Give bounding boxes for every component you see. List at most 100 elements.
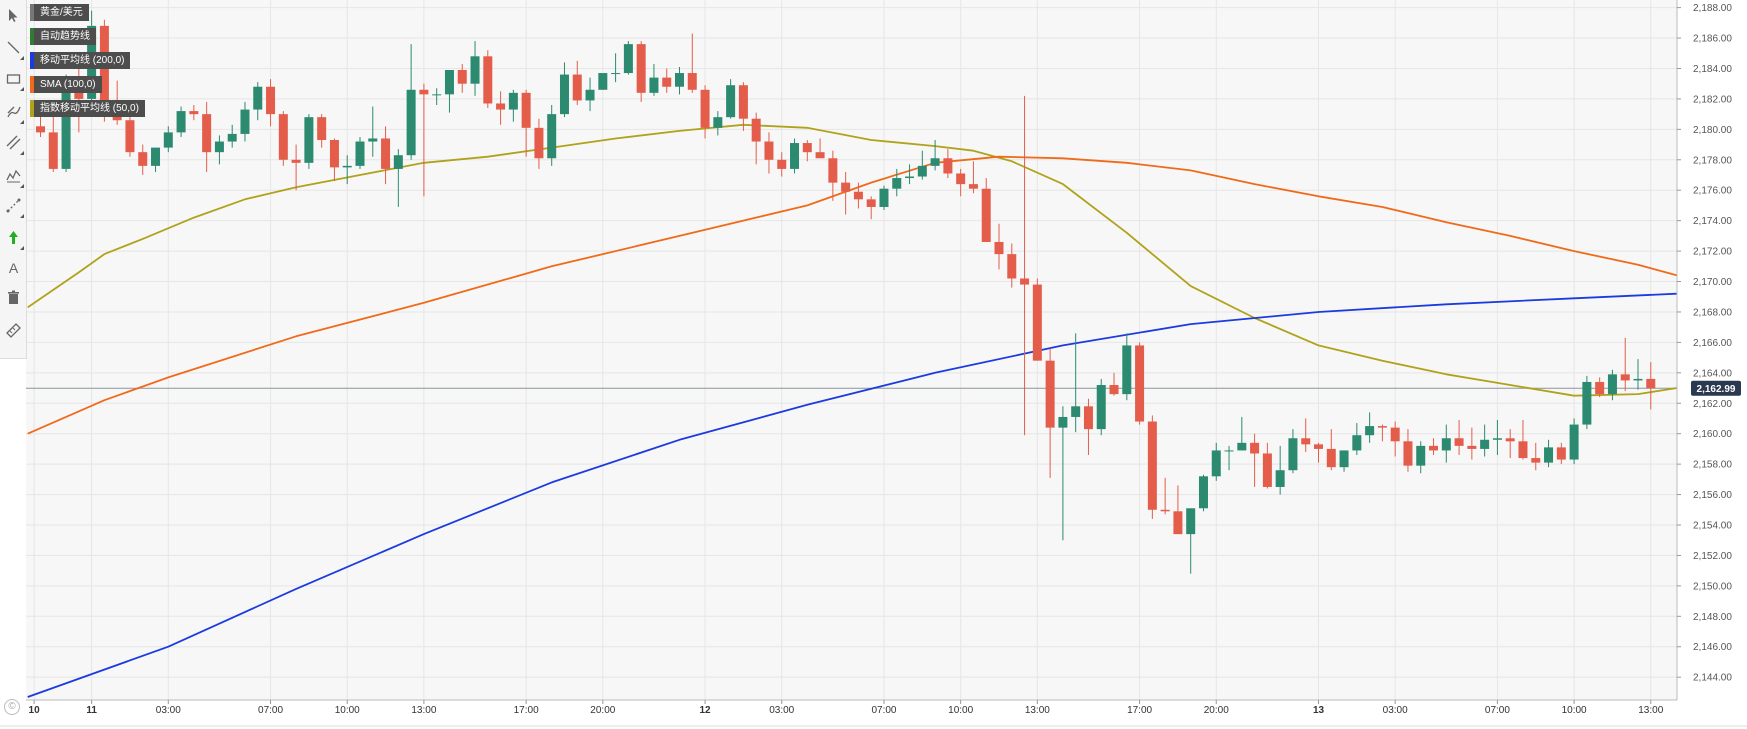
- candle: [1058, 416, 1068, 428]
- candle: [342, 165, 352, 168]
- legend-item[interactable]: 指数移动平均线 (50,0): [30, 100, 145, 117]
- pattern-tool-icon[interactable]: [0, 160, 26, 190]
- candle: [1071, 406, 1081, 417]
- candle: [1237, 442, 1247, 451]
- y-tick-label: 2,146.00: [1693, 642, 1732, 653]
- x-tick-label: 11: [86, 705, 97, 716]
- candle: [1403, 441, 1413, 466]
- candle: [406, 89, 416, 156]
- parallel-channel-icon[interactable]: [0, 127, 26, 157]
- candle: [1032, 284, 1042, 361]
- trash-icon[interactable]: [0, 282, 26, 312]
- text-tool-icon[interactable]: A: [0, 252, 26, 282]
- y-tick-label: 2,180.00: [1693, 125, 1732, 136]
- candle: [713, 117, 723, 128]
- submenu-caret-icon: [20, 214, 24, 218]
- candle: [1301, 438, 1311, 445]
- candle: [1454, 438, 1464, 446]
- legend-item[interactable]: SMA (100,0): [30, 76, 102, 93]
- candle: [176, 111, 186, 133]
- candle: [1365, 426, 1375, 436]
- candle: [202, 114, 212, 153]
- candle: [61, 80, 71, 169]
- legend-item[interactable]: 移动平均线 (200,0): [30, 52, 131, 69]
- x-tick-label: 20:00: [1204, 705, 1229, 716]
- candle: [547, 114, 557, 159]
- candle: [866, 199, 876, 207]
- candle: [214, 141, 224, 153]
- x-tick-label: 13:00: [411, 705, 436, 716]
- candle: [1531, 458, 1541, 463]
- candle: [956, 173, 966, 185]
- x-tick-label: 12: [699, 705, 711, 716]
- candle: [1377, 426, 1387, 428]
- measure-tool-icon[interactable]: [0, 190, 26, 220]
- cursor-icon[interactable]: [0, 0, 26, 30]
- legend-item[interactable]: 黄金/美元: [30, 4, 89, 21]
- sma-100-line: [27, 155, 1678, 435]
- candle: [1518, 441, 1528, 459]
- x-tick-label: 10:00: [1562, 705, 1587, 716]
- candle: [1211, 450, 1221, 477]
- candle: [1224, 450, 1234, 452]
- legend-item[interactable]: 自动趋势线: [30, 28, 96, 45]
- submenu-caret-icon: [20, 87, 24, 91]
- candle: [393, 155, 403, 169]
- submenu-caret-icon: [20, 246, 24, 250]
- line-tool-icon[interactable]: [0, 32, 26, 62]
- drawing-toolbar: A: [0, 0, 27, 359]
- trash-icon-glyph: [7, 290, 19, 304]
- candle: [1326, 448, 1336, 468]
- candle: [368, 138, 378, 142]
- rectangle-tool-icon-glyph: [6, 73, 20, 84]
- candle: [611, 73, 621, 75]
- candle: [444, 70, 454, 95]
- candle: [1646, 378, 1656, 389]
- candle: [355, 141, 365, 166]
- candle: [815, 152, 825, 159]
- candle: [48, 132, 58, 169]
- y-tick-label: 2,162.00: [1693, 399, 1732, 410]
- candle: [1467, 445, 1477, 449]
- candle: [189, 111, 199, 115]
- candle: [240, 109, 250, 134]
- candle: [968, 184, 978, 189]
- candle: [1083, 406, 1093, 430]
- submenu-caret-icon: [20, 151, 24, 155]
- candle: [1390, 427, 1400, 442]
- y-tick-label: 2,184.00: [1693, 64, 1732, 75]
- candle: [291, 159, 301, 163]
- candle: [151, 147, 161, 166]
- parallel-channel-icon-glyph: [6, 135, 20, 149]
- candle: [943, 158, 953, 174]
- copyright-icon: ©: [4, 699, 20, 715]
- brush-tool-icon-glyph: [6, 106, 21, 117]
- candle: [1288, 438, 1298, 471]
- candle: [381, 138, 391, 169]
- x-tick-label: 03:00: [769, 705, 794, 716]
- candle: [163, 132, 173, 148]
- y-tick-label: 2,182.00: [1693, 94, 1732, 105]
- y-tick-label: 2,148.00: [1693, 612, 1732, 623]
- y-tick-label: 2,154.00: [1693, 521, 1732, 532]
- candle: [1505, 438, 1515, 442]
- y-tick-label: 2,186.00: [1693, 34, 1732, 45]
- y-axis-panel: [1677, 0, 1747, 729]
- candle: [304, 117, 314, 163]
- brush-tool-icon[interactable]: [0, 96, 26, 126]
- x-tick-label: 03:00: [156, 705, 181, 716]
- candle: [841, 182, 851, 192]
- x-tick-label: 13:00: [1025, 705, 1050, 716]
- x-tick-label: 13:00: [1638, 705, 1663, 716]
- candle: [419, 89, 429, 95]
- candle: [508, 92, 518, 110]
- ruler-icon[interactable]: [0, 314, 26, 344]
- cursor-icon-glyph: [8, 8, 17, 22]
- candle: [1198, 476, 1208, 509]
- rectangle-tool-icon[interactable]: [0, 63, 26, 93]
- candle: [559, 74, 569, 115]
- arrow-up-icon[interactable]: [0, 222, 26, 252]
- candle: [777, 159, 787, 169]
- y-tick-label: 2,158.00: [1693, 460, 1732, 471]
